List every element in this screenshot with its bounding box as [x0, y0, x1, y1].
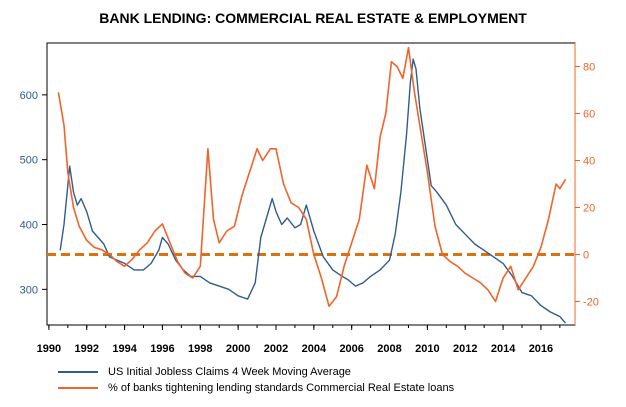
right-tick-label: -20	[583, 297, 599, 309]
right-tick-label: 0	[583, 250, 589, 262]
legend-item-cre-tightening: % of banks tightening lending standards …	[58, 380, 454, 396]
left-tick-label: 500	[20, 155, 38, 167]
right-tick-label: 40	[583, 156, 595, 168]
legend-label-jobless-claims: US Initial Jobless Claims 4 Week Moving …	[108, 366, 351, 378]
chart-title: BANK LENDING: COMMERCIAL REAL ESTATE & E…	[99, 10, 527, 26]
x-tick-label: 2000	[226, 343, 250, 355]
x-tick-label: 2016	[529, 343, 553, 355]
x-tick-label: 1994	[112, 343, 137, 355]
legend-swatch-jobless-claims	[58, 371, 98, 373]
legend-item-jobless-claims: US Initial Jobless Claims 4 Week Moving …	[58, 364, 454, 380]
legend-label-cre-tightening: % of banks tightening lending standards …	[108, 382, 455, 394]
x-tick-label: 1996	[150, 343, 174, 355]
legend-swatch-cre-tightening	[58, 387, 98, 389]
x-tick-label: 1990	[37, 343, 61, 355]
right-tick-label: 80	[583, 62, 595, 74]
right-tick-label: 60	[583, 109, 595, 121]
x-tick-label: 2012	[453, 343, 477, 355]
cre-tightening-line	[57, 46, 567, 308]
legend: US Initial Jobless Claims 4 Week Moving …	[58, 364, 454, 396]
left-tick-label: 400	[20, 220, 38, 232]
x-tick-label: 2006	[339, 343, 363, 355]
x-tick-label: 2008	[377, 343, 401, 355]
right-tick-label: 20	[583, 203, 595, 215]
x-tick-label: 2002	[264, 343, 288, 355]
jobless-claims-line	[59, 58, 567, 324]
x-tick-label: 1992	[74, 343, 98, 355]
left-tick-label: 600	[20, 90, 38, 102]
x-tick-label: 2014	[491, 343, 516, 355]
x-tick-label: 1998	[188, 343, 212, 355]
plot-frame	[46, 42, 576, 326]
left-tick-label: 300	[20, 284, 38, 296]
x-tick-label: 2010	[415, 343, 439, 355]
x-tick-label: 2004	[302, 343, 327, 355]
